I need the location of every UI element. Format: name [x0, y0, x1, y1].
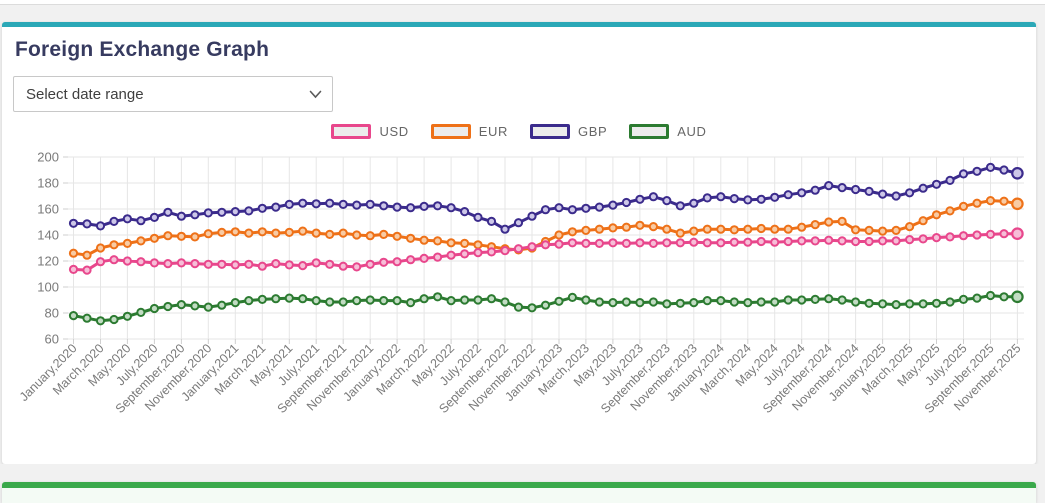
svg-text:200: 200: [37, 150, 59, 165]
date-range-select-label: Select date range: [26, 85, 144, 103]
next-card-top-edge: [2, 482, 1036, 503]
previous-card-bottom-edge: [0, 0, 1045, 5]
chevron-down-icon: [309, 90, 322, 99]
series-gbp[interactable]: [68, 162, 1024, 234]
page-title: Foreign Exchange Graph: [15, 38, 270, 61]
legend-swatch-gbp: [529, 123, 570, 139]
svg-text:100: 100: [37, 280, 59, 295]
legend-swatch-aud: [629, 123, 670, 139]
series-aud[interactable]: [68, 290, 1024, 326]
legend-label-usd: USD: [379, 123, 409, 139]
fx-graph-card: Foreign Exchange Graph Select date range…: [2, 22, 1036, 464]
svg-text:180: 180: [37, 176, 59, 191]
svg-text:60: 60: [45, 332, 59, 347]
legend-swatch-eur: [430, 123, 471, 139]
fx-line-chart[interactable]: 2001801601401201008060January,2020March,…: [2, 27, 1036, 464]
date-range-select[interactable]: Select date range: [13, 76, 333, 112]
svg-text:80: 80: [45, 306, 59, 321]
legend-item-usd[interactable]: USD: [331, 123, 409, 139]
legend-swatch-usd: [331, 123, 372, 139]
legend-label-aud: AUD: [677, 123, 707, 139]
svg-text:120: 120: [37, 254, 59, 269]
svg-text:140: 140: [37, 228, 59, 243]
series-usd[interactable]: [68, 227, 1024, 275]
legend-item-gbp[interactable]: GBP: [529, 123, 608, 139]
page-background-gap: [0, 464, 1045, 482]
chart-legend: USD EUR GBP AUD: [2, 120, 1036, 142]
legend-item-eur[interactable]: EUR: [430, 123, 508, 139]
legend-label-eur: EUR: [478, 123, 508, 139]
legend-label-gbp: GBP: [577, 123, 608, 139]
legend-item-aud[interactable]: AUD: [629, 123, 707, 139]
svg-text:160: 160: [37, 202, 59, 217]
